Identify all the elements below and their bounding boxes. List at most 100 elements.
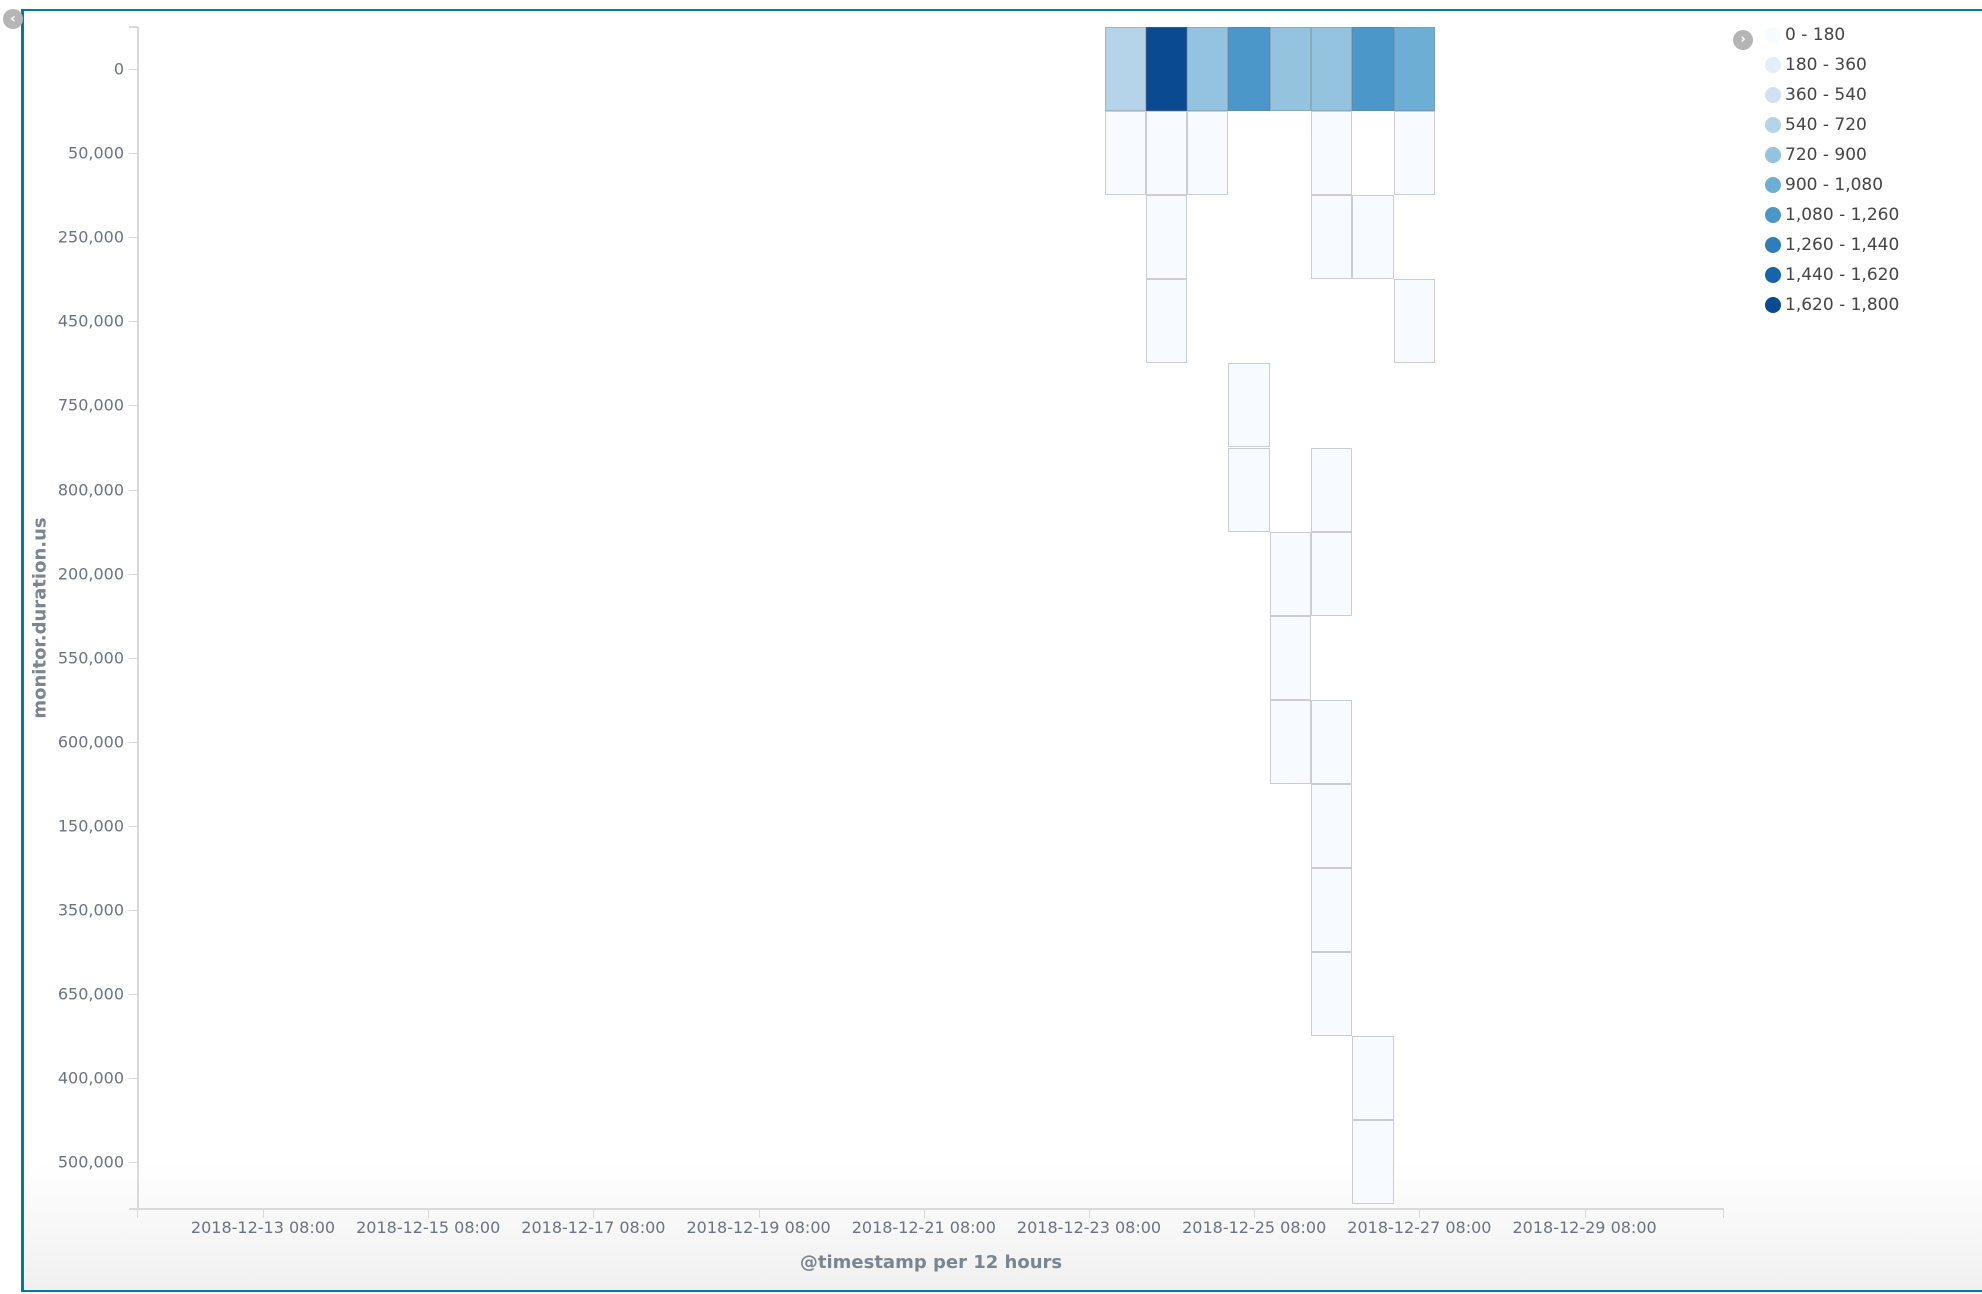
x-axis [129, 1208, 1724, 1210]
legend-item[interactable]: 1,260 - 1,440 [1765, 233, 1899, 257]
heatmap-cell[interactable] [1228, 363, 1270, 448]
y-tick-label: 150,000 [57, 816, 124, 836]
heatmap-cell[interactable] [1311, 868, 1353, 953]
x-tick [758, 1209, 760, 1218]
legend-color-dot-icon [1765, 207, 1781, 223]
heatmap-cell[interactable] [1311, 27, 1353, 112]
legend-color-dot-icon [1765, 177, 1781, 193]
legend-item[interactable]: 540 - 720 [1765, 113, 1867, 137]
legend-item[interactable]: 1,080 - 1,260 [1765, 203, 1899, 227]
heatmap-cell[interactable] [1104, 111, 1146, 196]
heatmap-cell[interactable] [1104, 27, 1146, 112]
heatmap-cell[interactable] [1228, 27, 1270, 112]
legend-label: 360 - 540 [1785, 85, 1867, 105]
heatmap-cell[interactable] [1269, 615, 1311, 700]
heatmap-cell[interactable] [1145, 111, 1188, 196]
collapse-sidebar-icon[interactable]: ‹ [3, 9, 23, 29]
legend-label: 1,260 - 1,440 [1785, 235, 1900, 255]
legend-label: 1,080 - 1,260 [1785, 205, 1900, 225]
y-tick-label: 400,000 [57, 1068, 124, 1088]
legend-color-dot-icon [1765, 297, 1781, 313]
heatmap-cell[interactable] [1311, 111, 1353, 196]
y-tick-label: 550,000 [57, 648, 124, 668]
heatmap-cell[interactable] [1393, 111, 1435, 196]
x-tick-label: 2018-12-19 08:00 [686, 1218, 831, 1237]
x-tick [1584, 1209, 1586, 1218]
y-tick-label: 750,000 [57, 395, 124, 415]
x-tick-label: 2018-12-13 08:00 [190, 1218, 336, 1237]
heatmap-cell[interactable] [1311, 195, 1353, 280]
legend-label: 720 - 900 [1785, 145, 1867, 165]
x-tick [593, 1209, 595, 1218]
x-tick [263, 1209, 264, 1218]
legend-item[interactable]: 360 - 540 [1765, 83, 1867, 107]
heatmap-cell[interactable] [1145, 195, 1188, 280]
heatmap-cell[interactable] [1187, 27, 1229, 112]
legend-color-dot-icon [1765, 237, 1781, 253]
legend-item[interactable]: 0 - 180 [1765, 23, 1845, 47]
legend-item[interactable]: 1,620 - 1,800 [1765, 293, 1899, 317]
heatmap-cell[interactable] [1269, 699, 1311, 784]
y-tick-label: 250,000 [57, 227, 124, 247]
heatmap-cell[interactable] [1311, 447, 1353, 532]
x-tick-label: 2018-12-27 08:00 [1347, 1218, 1492, 1237]
y-axis [137, 27, 139, 1209]
heatmap-cell[interactable] [1393, 279, 1435, 364]
heatmap-cell[interactable] [1187, 111, 1229, 196]
legend-label: 0 - 180 [1785, 25, 1846, 45]
heatmap-cell[interactable] [1393, 27, 1435, 112]
legend-label: 900 - 1,080 [1785, 175, 1884, 195]
y-tick-label: 0 [113, 59, 124, 79]
y-tick-label: 650,000 [57, 984, 124, 1004]
heatmap-cell[interactable] [1352, 1036, 1394, 1121]
y-tick-label: 600,000 [57, 732, 124, 752]
legend-item[interactable]: 900 - 1,080 [1765, 173, 1883, 197]
heatmap-cell[interactable] [1352, 27, 1394, 112]
heatmap-cell[interactable] [1311, 783, 1353, 868]
heatmap-cell[interactable] [1145, 27, 1188, 112]
visualization-panel [21, 9, 1982, 1292]
y-tick [129, 741, 137, 743]
legend-color-dot-icon [1765, 27, 1781, 43]
heatmap-cell[interactable] [1352, 1120, 1394, 1205]
y-tick [129, 321, 137, 323]
x-axis-end-tick [1723, 1209, 1724, 1218]
y-tick-label: 450,000 [57, 311, 124, 331]
legend-color-dot-icon [1765, 147, 1781, 163]
x-tick [428, 1209, 430, 1218]
x-tick-label: 2018-12-21 08:00 [851, 1218, 996, 1237]
x-tick [1254, 1209, 1256, 1218]
x-tick [923, 1209, 925, 1218]
y-tick [129, 657, 137, 659]
legend-label: 1,440 - 1,620 [1785, 265, 1900, 285]
y-tick-label: 200,000 [57, 564, 124, 584]
x-tick-label: 2018-12-15 08:00 [356, 1218, 501, 1237]
legend-item[interactable]: 720 - 900 [1765, 143, 1867, 167]
legend-color-dot-icon [1765, 117, 1781, 133]
heatmap-cell[interactable] [1352, 195, 1394, 280]
y-axis-title: monitor.duration.us [29, 517, 51, 719]
heatmap-cell[interactable] [1228, 447, 1270, 532]
legend-label: 540 - 720 [1785, 115, 1867, 135]
legend-toggle-icon[interactable]: › [1733, 30, 1753, 50]
heatmap-cell[interactable] [1311, 531, 1353, 616]
y-tick-label: 500,000 [57, 1152, 124, 1172]
heatmap-cell[interactable] [1145, 279, 1188, 364]
x-tick-label: 2018-12-23 08:00 [1016, 1218, 1162, 1237]
x-tick-label: 2018-12-29 08:00 [1512, 1218, 1657, 1237]
heatmap-cell[interactable] [1311, 952, 1353, 1037]
heatmap-cell[interactable] [1311, 699, 1353, 784]
legend-color-dot-icon [1765, 87, 1781, 103]
y-tick [129, 1162, 137, 1164]
y-tick-label: 50,000 [68, 143, 124, 163]
y-axis-cap [129, 26, 138, 28]
heatmap-cell[interactable] [1269, 531, 1311, 616]
y-tick [129, 405, 137, 407]
legend-item[interactable]: 1,440 - 1,620 [1765, 263, 1899, 287]
y-tick [129, 69, 137, 71]
y-tick-label: 800,000 [57, 480, 124, 500]
heatmap-cell[interactable] [1269, 27, 1311, 112]
legend-label: 180 - 360 [1785, 55, 1867, 75]
y-tick [129, 489, 137, 491]
legend-item[interactable]: 180 - 360 [1765, 53, 1867, 77]
